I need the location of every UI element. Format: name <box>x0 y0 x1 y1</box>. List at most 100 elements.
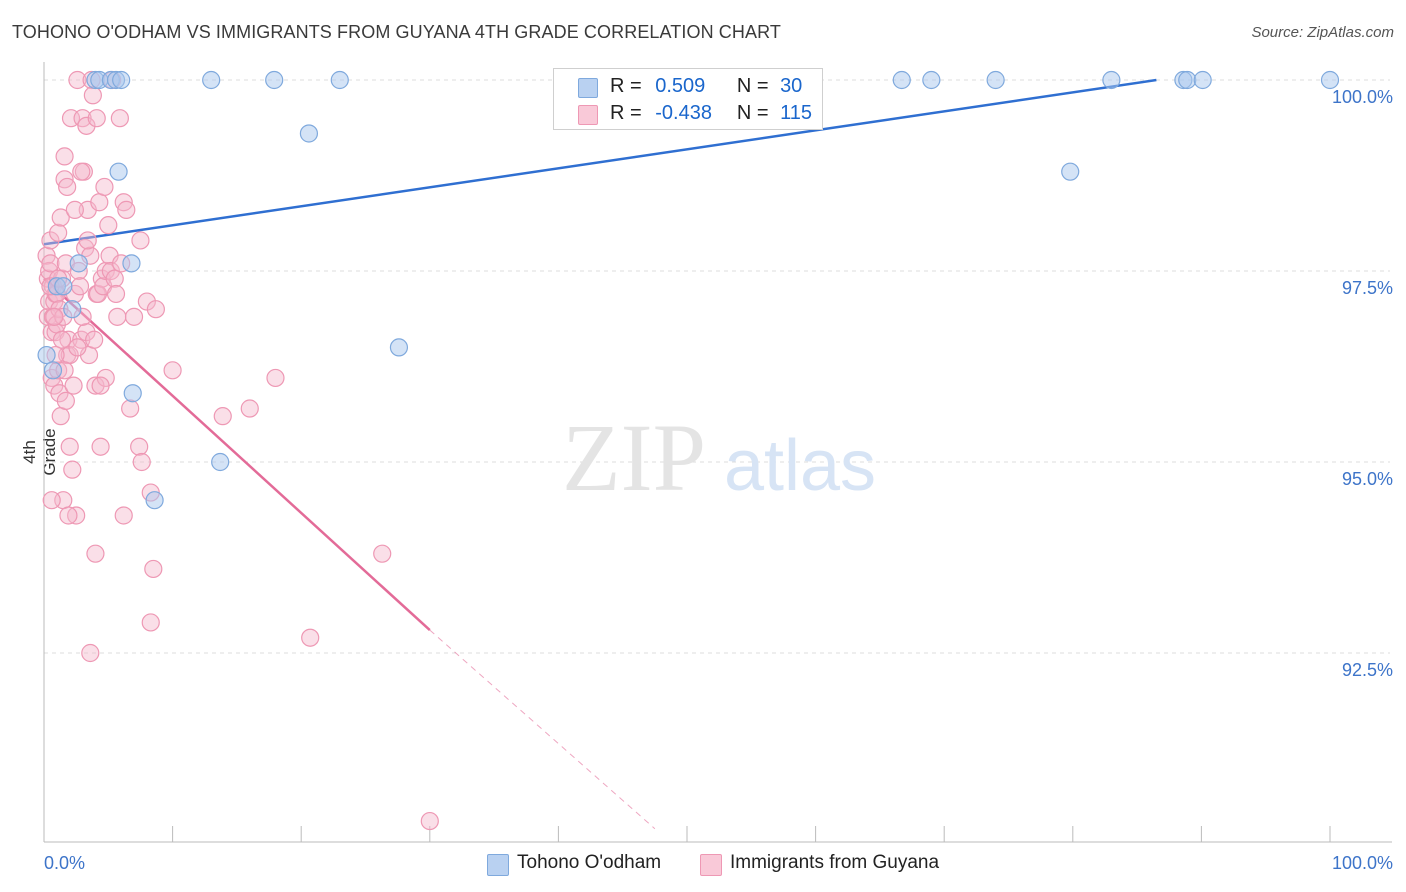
legend-swatch-blue <box>578 78 598 98</box>
point-guyana <box>77 323 96 342</box>
point-guyana <box>146 300 165 319</box>
y-tick-label: 97.5% <box>1342 278 1393 298</box>
legend-r-label: R = <box>610 75 642 97</box>
point-guyana <box>87 109 106 128</box>
point-tohono <box>330 70 349 90</box>
chart-title: TOHONO O'ODHAM VS IMMIGRANTS FROM GUYANA… <box>12 22 781 42</box>
point-guyana <box>51 208 70 227</box>
data-points <box>37 70 1340 831</box>
point-guyana <box>301 628 320 647</box>
point-guyana <box>45 307 64 326</box>
point-guyana <box>106 284 126 304</box>
y-tick-label: 100.0% <box>1332 87 1393 107</box>
point-tohono <box>69 254 88 273</box>
watermark-zip: ZIP <box>562 404 706 511</box>
trend-line-tohono <box>43 78 1157 246</box>
point-tohono <box>1061 162 1080 181</box>
point-guyana <box>81 643 100 663</box>
gridlines <box>44 79 1390 654</box>
point-guyana <box>114 506 133 525</box>
y-tick-label: 92.5% <box>1342 660 1393 680</box>
point-guyana <box>85 330 104 349</box>
point-guyana <box>51 407 70 426</box>
point-guyana <box>59 506 78 525</box>
point-guyana <box>91 437 110 456</box>
point-tohono <box>1193 70 1212 90</box>
point-tohono <box>265 70 284 90</box>
point-tohono <box>122 254 141 273</box>
tick-labels: 100.0% 97.5% 95.0% 92.5% 0.0% 100.0% <box>44 87 1393 873</box>
legend-n-label: N = <box>736 75 769 97</box>
point-tohono <box>299 124 319 143</box>
point-guyana <box>41 231 60 250</box>
point-guyana <box>64 376 83 395</box>
point-guyana <box>105 269 124 288</box>
point-guyana <box>130 437 149 456</box>
point-tohono <box>63 300 82 319</box>
legend-swatch-pink <box>700 854 722 876</box>
point-tohono <box>1178 70 1197 90</box>
point-guyana <box>91 376 110 395</box>
x-tick-label: 0.0% <box>44 853 85 873</box>
point-guyana <box>67 506 86 525</box>
point-tohono <box>109 162 128 181</box>
legend-box: R = 0.509 N = 30 R = -0.438 N = 115 <box>553 68 823 130</box>
legend-n-label: N = <box>736 102 769 124</box>
point-guyana <box>90 193 109 212</box>
point-guyana <box>213 407 232 426</box>
point-guyana <box>50 384 69 403</box>
point-guyana <box>70 277 90 296</box>
point-guyana <box>68 338 87 357</box>
point-guyana <box>240 399 259 418</box>
trend-line-guyana <box>43 277 431 632</box>
point-guyana <box>55 147 74 166</box>
point-guyana <box>58 177 77 197</box>
point-guyana <box>373 544 392 563</box>
legend-swatch-blue <box>487 854 509 876</box>
point-tohono <box>1320 70 1340 90</box>
point-guyana <box>86 544 105 563</box>
point-guyana <box>86 376 105 395</box>
point-guyana <box>77 116 96 135</box>
legend-label-guyana: Immigrants from Guyana <box>730 852 940 873</box>
point-guyana <box>108 307 127 326</box>
point-guyana <box>63 460 82 479</box>
point-tohono <box>986 70 1005 90</box>
legend-swatch-pink <box>578 105 598 125</box>
point-guyana <box>110 109 129 128</box>
point-guyana <box>132 452 151 472</box>
point-tohono <box>54 277 73 296</box>
point-tohono <box>43 361 63 380</box>
point-guyana <box>83 86 102 105</box>
point-guyana <box>131 231 150 250</box>
point-guyana <box>163 361 182 380</box>
point-guyana <box>52 330 72 349</box>
point-guyana <box>266 368 285 388</box>
legend-n-value: 115 <box>780 102 812 124</box>
trend-line-guyana-extension <box>429 629 656 830</box>
series-legend: Tohono O'odham Immigrants from Guyana <box>0 852 1406 878</box>
point-tohono <box>211 452 230 472</box>
point-guyana <box>117 200 136 219</box>
point-guyana <box>41 254 60 273</box>
watermark-atlas: atlas <box>724 426 876 506</box>
point-guyana <box>72 162 91 181</box>
x-tick-label: 100.0% <box>1332 853 1393 873</box>
legend-r-value: -0.438 <box>655 102 712 124</box>
point-guyana <box>420 811 439 831</box>
point-guyana <box>141 613 160 632</box>
point-guyana <box>68 70 87 90</box>
watermark: ZIP atlas <box>562 404 876 511</box>
point-guyana <box>60 437 79 456</box>
point-guyana <box>99 216 118 235</box>
legend-label-tohono: Tohono O'odham <box>517 852 662 873</box>
point-guyana <box>121 399 140 418</box>
legend-r-value: 0.509 <box>655 75 706 97</box>
legend-r-label: R = <box>610 102 642 124</box>
point-tohono <box>389 338 409 357</box>
source-label: Source: ZipAtlas.com <box>1251 24 1394 41</box>
point-guyana <box>65 200 84 219</box>
trend-lines <box>43 78 1157 830</box>
point-guyana <box>56 391 75 410</box>
